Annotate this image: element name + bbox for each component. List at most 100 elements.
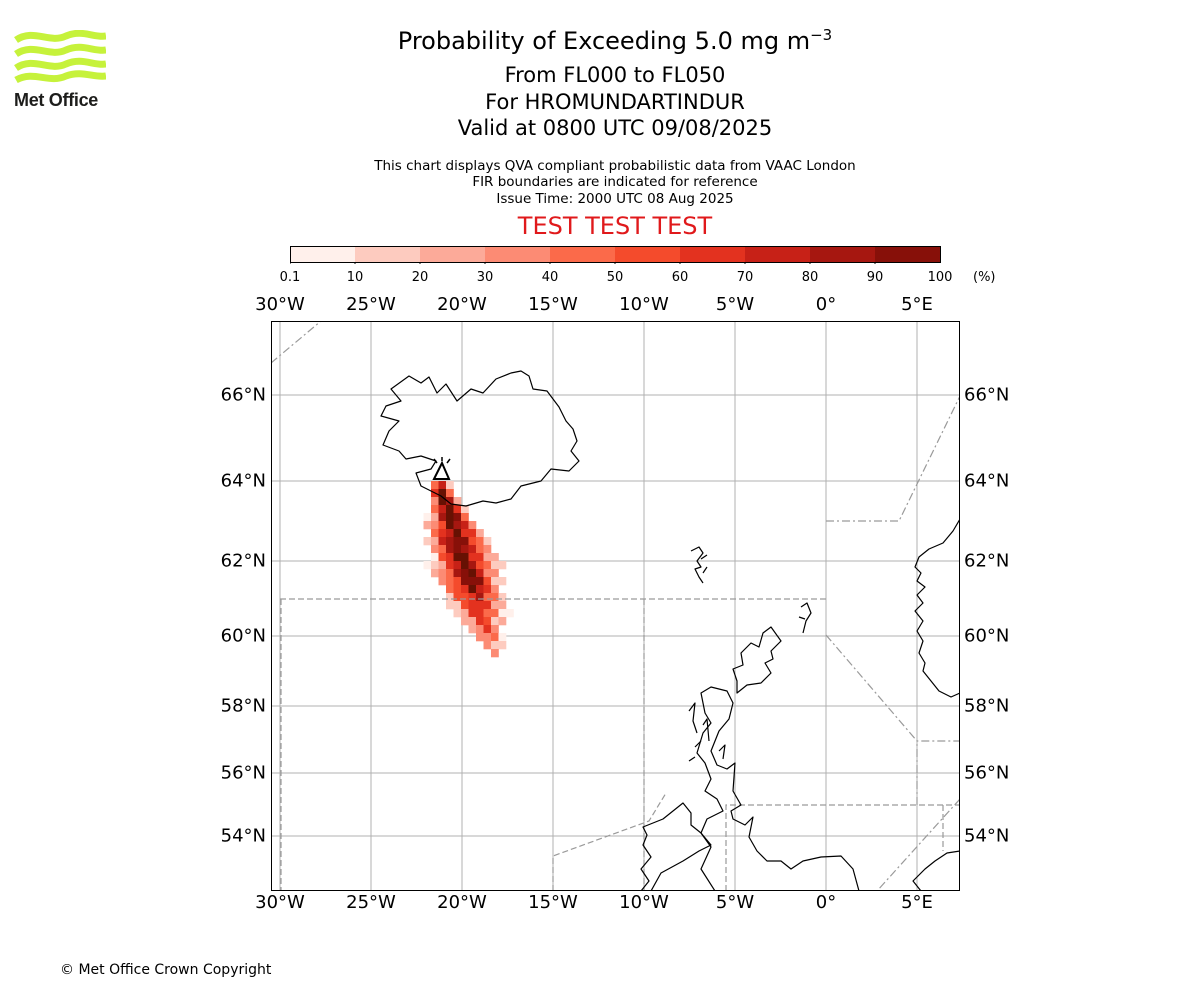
probability-cell [446,489,454,498]
logo-wave-4 [14,70,106,84]
latitude-label: 64°N [220,470,266,492]
colorbar-tick-label: 40 [541,270,559,285]
latitude-label: 66°N [964,384,1010,406]
probability-cell [468,577,477,586]
info-line-1: This chart displays QVA compliant probab… [374,158,856,174]
probability-cell [476,545,484,554]
probability-cell [468,521,477,530]
latitude-label: 58°N [220,695,266,717]
probability-cell [476,593,484,602]
probability-cell [453,553,462,562]
probability-cell [491,625,499,634]
longitude-label: 25°W [346,294,396,315]
probability-cell [438,497,447,506]
probability-cell [438,489,447,498]
probability-cell [476,585,484,594]
probability-cell [446,577,454,586]
probability-cell [446,529,454,538]
probability-cell [461,593,469,602]
probability-cell [453,505,462,514]
colorbar-tick-label: 90 [866,270,884,285]
probability-cell [431,569,439,578]
colorbar-tick-label: 70 [736,270,754,285]
probability-cell [461,521,469,530]
probability-cell [446,553,454,562]
probability-cell [483,625,492,634]
latitude-label: 56°N [220,762,266,784]
probability-cell [476,609,484,618]
probability-cell [446,521,454,530]
probability-cell [453,569,462,578]
longitude-label: 5°W [715,294,755,315]
longitude-label: 0° [815,294,837,315]
probability-cell [453,577,462,586]
probability-cell [446,497,454,506]
probability-cell [431,521,439,530]
probability-cell [468,625,477,634]
probability-cell [431,553,439,562]
probability-cell [498,617,507,626]
colorbar-segment [810,246,875,263]
map-panel [271,321,960,891]
probability-cell [461,553,469,562]
probability-cell [483,593,492,602]
colorbar-tick-label: 0.1 [279,270,301,285]
probability-cell [476,569,484,578]
latitude-label: 58°N [964,695,1010,717]
probability-cell [483,633,492,642]
probability-cell [491,561,499,570]
probability-cell [506,609,514,618]
probability-cell [468,545,477,554]
latitude-label: 56°N [964,762,1010,784]
probability-cell [468,569,477,578]
colorbar-tick-label: 30 [476,270,494,285]
probability-cell [468,537,477,546]
probability-cell [431,561,439,570]
longitude-label: 25°W [346,892,396,913]
probability-cell [461,513,469,522]
probability-cell [431,537,439,546]
probability-cell [491,609,499,618]
probability-cell [453,529,462,538]
valid-time: Valid at 0800 UTC 09/08/2025 [457,116,773,140]
probability-cell [483,545,492,554]
latitude-label: 54°N [220,825,266,847]
probability-cell [483,609,492,618]
coastline-denmark [912,850,960,891]
probability-cell [438,569,447,578]
probability-cell [423,521,432,530]
probability-cell [491,641,499,650]
colorbar-segment [485,246,550,263]
probability-cell [483,569,492,578]
probability-cell [431,481,439,490]
probability-cell [431,529,439,538]
latitude-label: 64°N [964,470,1010,492]
probability-cell [438,553,447,562]
latitude-label: 54°N [964,825,1010,847]
graticule [271,321,960,891]
probability-cell [468,585,477,594]
map-frame [271,321,960,891]
probability-cell [446,505,454,514]
coastlines [380,370,960,891]
coastline-hebrides [688,702,726,762]
latitude-label: 66°N [220,384,266,406]
fir-boundary-dashed [280,598,960,891]
colorbar-segment [745,246,810,263]
colorbar-segment [290,246,355,263]
probability-cell [498,577,507,586]
probability-cell [468,617,477,626]
probability-cell [498,601,507,610]
longitude-label: 0° [815,892,837,913]
probability-cell [431,545,439,554]
probability-cell [453,601,462,610]
probability-cell [438,561,447,570]
probability-cell [423,537,432,546]
longitude-label: 5°E [901,294,933,315]
probability-cell [491,569,499,578]
probability-cell [461,585,469,594]
probability-cell [483,601,492,610]
probability-cell [476,633,484,642]
probability-cell [446,545,454,554]
probability-cell [476,561,484,570]
